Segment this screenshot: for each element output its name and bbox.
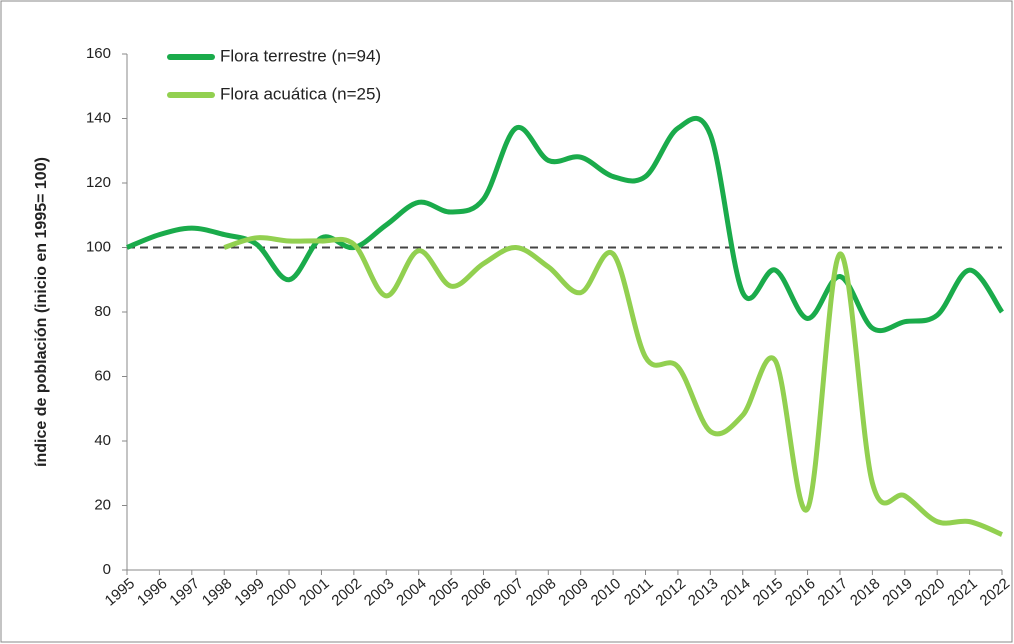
y-tick-label: 160 — [86, 45, 111, 62]
y-tick-label: 40 — [94, 432, 111, 449]
y-axis-label: índice de población (inicio en 1995= 100… — [33, 157, 50, 467]
y-tick-label: 100 — [86, 238, 111, 255]
y-tick-label: 140 — [86, 109, 111, 126]
y-tick-label: 20 — [94, 496, 111, 513]
y-tick-label: 120 — [86, 174, 111, 191]
y-tick-label: 60 — [94, 367, 111, 384]
legend-label: Flora acuática (n=25) — [220, 84, 381, 103]
legend-label: Flora terrestre (n=94) — [220, 46, 381, 65]
y-tick-label: 80 — [94, 303, 111, 320]
series-line — [223, 235, 1003, 537]
y-tick-label: 0 — [103, 561, 111, 578]
